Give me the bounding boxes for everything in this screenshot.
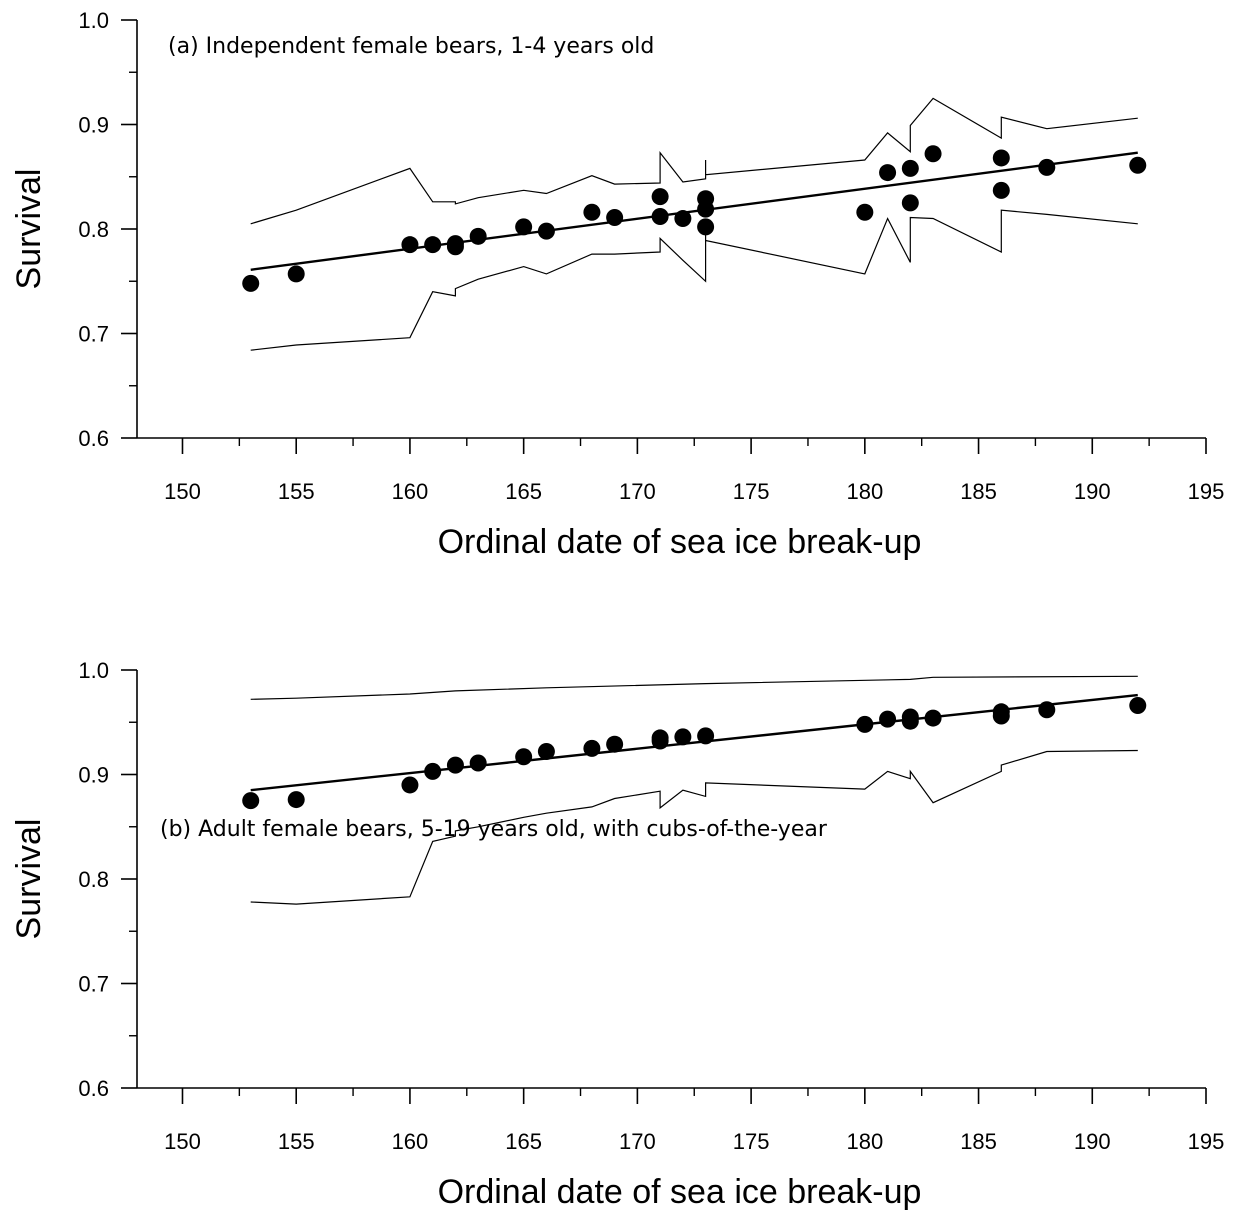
panel-title: (a) Independent female bears, 1-4 years … bbox=[168, 34, 654, 59]
data-point bbox=[856, 715, 874, 733]
data-point bbox=[992, 149, 1010, 167]
y-tick-label: 1.0 bbox=[78, 8, 109, 33]
data-point bbox=[924, 145, 942, 163]
data-point bbox=[515, 218, 533, 236]
x-tick-label: 165 bbox=[505, 1129, 542, 1154]
data-point bbox=[651, 729, 669, 747]
data-point bbox=[606, 735, 624, 753]
x-tick-label: 160 bbox=[392, 1129, 429, 1154]
data-point bbox=[583, 203, 601, 221]
y-tick-label: 0.8 bbox=[78, 867, 109, 892]
x-tick-label: 170 bbox=[619, 479, 656, 504]
upper-confidence-bound bbox=[250, 675, 1138, 700]
y-tick-label: 0.7 bbox=[78, 322, 109, 347]
data-point bbox=[879, 710, 897, 728]
y-tick-label: 0.9 bbox=[78, 763, 109, 788]
x-tick-label: 155 bbox=[278, 479, 315, 504]
data-point bbox=[651, 188, 669, 206]
y-axis-title: Survival bbox=[10, 169, 48, 290]
upper-confidence-bound bbox=[250, 97, 1138, 225]
data-point bbox=[469, 754, 487, 772]
data-point bbox=[992, 181, 1010, 199]
y-tick-label: 0.8 bbox=[78, 217, 109, 242]
x-tick-label: 175 bbox=[733, 479, 770, 504]
data-point bbox=[515, 748, 533, 766]
data-point bbox=[242, 274, 260, 292]
data-point bbox=[924, 709, 942, 727]
data-point bbox=[856, 203, 874, 221]
y-axis-title: Survival bbox=[10, 819, 48, 940]
data-point bbox=[901, 194, 919, 212]
data-point bbox=[674, 210, 692, 228]
data-point bbox=[583, 739, 601, 757]
data-point bbox=[879, 164, 897, 182]
panel-title: (b) Adult female bears, 5-19 years old, … bbox=[160, 817, 828, 842]
y-tick-label: 0.6 bbox=[78, 426, 109, 451]
fitted-regression-line bbox=[250, 151, 1138, 271]
lower-confidence-bound bbox=[250, 209, 1138, 351]
data-point bbox=[401, 776, 419, 794]
x-axis-title: Ordinal date of sea ice break-up bbox=[438, 1173, 922, 1211]
y-tick-label: 0.6 bbox=[78, 1076, 109, 1101]
data-point bbox=[537, 743, 555, 761]
data-point bbox=[446, 238, 464, 256]
x-tick-label: 170 bbox=[619, 1129, 656, 1154]
fitted-regression-line bbox=[250, 693, 1138, 792]
x-axis-title: Ordinal date of sea ice break-up bbox=[438, 523, 922, 561]
data-point bbox=[242, 792, 260, 810]
x-tick-label: 195 bbox=[1188, 479, 1225, 504]
chart-panel-b: 0.6 0.7 0.8 0.9 1.0 150 155 160 165 170 175 180 185 1… bbox=[10, 658, 1224, 1211]
x-tick-label: 180 bbox=[846, 479, 883, 504]
chart-panel-a: 0.6 0.7 0.8 0.9 1.0 150 155 160 165 170 175 180 185 1… bbox=[10, 8, 1224, 561]
data-point bbox=[537, 222, 555, 240]
x-tick-label: 190 bbox=[1074, 479, 1111, 504]
x-tick-label: 190 bbox=[1074, 1129, 1111, 1154]
data-point bbox=[469, 227, 487, 245]
data-point bbox=[901, 159, 919, 177]
x-tick-label: 180 bbox=[846, 1129, 883, 1154]
x-tick-label: 160 bbox=[392, 479, 429, 504]
y-tick-label: 0.9 bbox=[78, 113, 109, 138]
data-point bbox=[697, 218, 715, 236]
data-point bbox=[401, 236, 419, 254]
data-point bbox=[992, 703, 1010, 721]
x-tick-label: 195 bbox=[1188, 1129, 1225, 1154]
data-point bbox=[674, 728, 692, 746]
data-point bbox=[651, 207, 669, 225]
lower-confidence-bound bbox=[250, 749, 1138, 905]
data-point bbox=[1129, 697, 1147, 715]
data-point bbox=[697, 727, 715, 745]
data-point bbox=[424, 762, 442, 780]
data-point bbox=[606, 209, 624, 227]
data-point bbox=[424, 236, 442, 254]
data-point bbox=[1129, 156, 1147, 174]
x-tick-label: 165 bbox=[505, 479, 542, 504]
data-point bbox=[901, 708, 919, 726]
x-tick-label: 155 bbox=[278, 1129, 315, 1154]
x-tick-label: 150 bbox=[164, 479, 201, 504]
x-tick-label: 185 bbox=[960, 479, 997, 504]
y-tick-label: 0.7 bbox=[78, 972, 109, 997]
data-point bbox=[1038, 158, 1056, 176]
data-point bbox=[287, 791, 305, 809]
x-tick-label: 175 bbox=[733, 1129, 770, 1154]
x-tick-label: 185 bbox=[960, 1129, 997, 1154]
data-point bbox=[697, 200, 715, 218]
data-point bbox=[1038, 701, 1056, 719]
data-point bbox=[287, 265, 305, 283]
data-point bbox=[446, 756, 464, 774]
y-tick-label: 1.0 bbox=[78, 658, 109, 683]
x-tick-label: 150 bbox=[164, 1129, 201, 1154]
